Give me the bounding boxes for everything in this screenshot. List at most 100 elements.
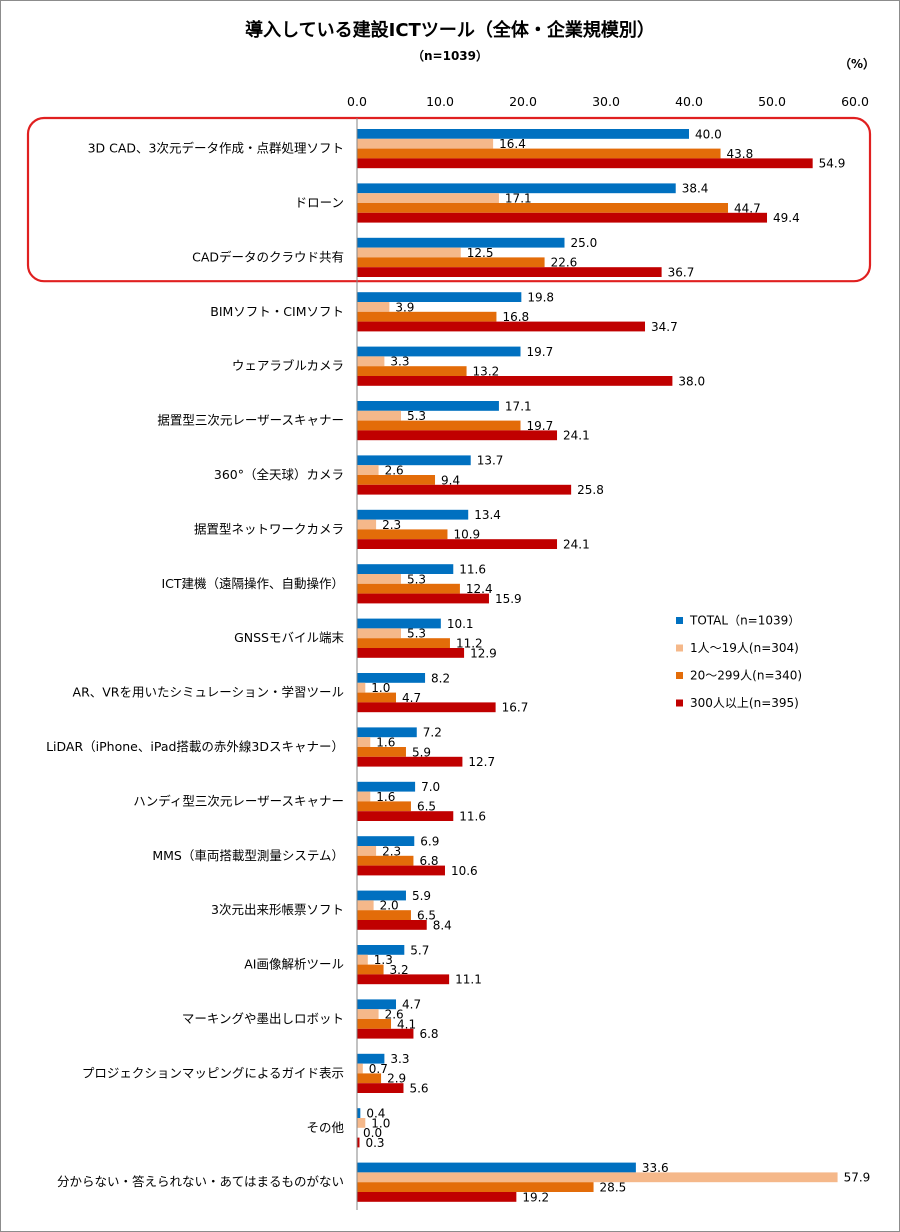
category-label: ICT建機（遠隔操作、自動操作） xyxy=(161,576,344,591)
category-label: 据置型ネットワークカメラ xyxy=(194,521,344,536)
category-label: 分からない・答えられない・あてはまるものがない xyxy=(57,1174,344,1189)
data-label: 16.7 xyxy=(502,701,529,715)
data-label: 25.0 xyxy=(571,236,598,250)
data-label: 57.9 xyxy=(844,1171,871,1185)
bar-2 xyxy=(357,465,379,475)
data-label: 2.9 xyxy=(387,1072,406,1086)
data-label: 5.3 xyxy=(407,627,426,641)
bar-4 xyxy=(357,865,445,876)
bar-3 xyxy=(357,1073,382,1084)
bar-1 xyxy=(357,618,441,629)
data-label: 5.3 xyxy=(407,572,426,586)
data-label: 11.1 xyxy=(455,973,482,987)
bar-1 xyxy=(357,727,417,738)
category-label: 据置型三次元レーザースキャナー xyxy=(157,413,344,428)
bar-1 xyxy=(357,1162,636,1173)
category-label: 3次元出来形帳票ソフト xyxy=(211,902,344,917)
data-label: 1.0 xyxy=(371,1116,390,1130)
bar-2 xyxy=(357,1063,363,1074)
legend-swatch xyxy=(676,672,683,679)
data-label: 13.2 xyxy=(473,365,500,379)
bar-3 xyxy=(357,366,467,376)
legend-label: TOTAL（n=1039） xyxy=(689,614,800,628)
bar-3 xyxy=(357,638,450,648)
data-label: 6.8 xyxy=(419,1027,438,1041)
data-label: 1.3 xyxy=(374,953,393,967)
data-label: 4.7 xyxy=(402,691,421,705)
category-label: BIMソフト・CIMソフト xyxy=(210,304,344,319)
bar-3 xyxy=(357,529,448,540)
bar-1 xyxy=(357,836,415,846)
x-tick-label: 20.0 xyxy=(509,94,537,109)
data-label: 3.3 xyxy=(390,355,409,369)
category-label: マーキングや墨出しロボット xyxy=(182,1011,344,1026)
legend: TOTAL（n=1039） 1人〜19人(n=304) 20〜299人(n=340)… xyxy=(676,614,802,710)
legend-swatch xyxy=(676,699,683,707)
data-label: 12.5 xyxy=(467,246,494,260)
data-label: 12.9 xyxy=(470,646,497,660)
legend-label: 1人〜19人(n=304) xyxy=(690,641,799,655)
highlight-box xyxy=(26,116,872,283)
bar-1 xyxy=(357,564,454,574)
data-label: 12.4 xyxy=(466,582,493,596)
bar-4 xyxy=(357,430,558,441)
x-tick-label: 10.0 xyxy=(426,94,454,109)
x-tick-label: 60.0 xyxy=(841,94,869,109)
x-tick-label: 40.0 xyxy=(675,94,703,109)
bar-2 xyxy=(357,193,499,203)
x-axis-ticks: 0.0 10.0 20.0 30.0 40.0 50.0 60.0 xyxy=(347,94,869,109)
bar-2 xyxy=(357,138,494,149)
x-tick-label: 50.0 xyxy=(758,94,786,109)
bar-2 xyxy=(357,356,385,367)
data-label: 7.0 xyxy=(421,780,440,794)
bar-2 xyxy=(357,574,401,584)
data-label: 1.6 xyxy=(376,736,395,750)
bar-2 xyxy=(357,682,366,693)
bar-4 xyxy=(357,484,572,495)
category-label: GNSSモバイル端末 xyxy=(234,630,344,645)
category-label: ハンディ型三次元レーザースキャナー xyxy=(133,793,344,808)
data-label: 25.8 xyxy=(577,483,604,497)
bar-4 xyxy=(357,158,813,169)
data-label: 38.0 xyxy=(678,374,705,388)
unit-label: （%） xyxy=(839,56,875,71)
data-label: 10.9 xyxy=(453,528,480,542)
bar-4 xyxy=(357,376,673,386)
data-label: 5.7 xyxy=(410,943,429,957)
bar-3 xyxy=(357,801,411,812)
data-label: 17.1 xyxy=(505,192,532,206)
bar-4 xyxy=(357,1192,517,1202)
data-label: 6.8 xyxy=(419,854,438,868)
bar-1 xyxy=(357,1108,361,1118)
legend-label: 300人以上(n=395) xyxy=(690,696,799,710)
bar-4 xyxy=(357,974,450,985)
data-label: 5.9 xyxy=(412,889,431,903)
bar-4 xyxy=(357,1137,360,1148)
data-label: 34.7 xyxy=(651,320,678,334)
bar-1 xyxy=(357,401,499,411)
data-label: 19.2 xyxy=(522,1190,549,1204)
data-label: 11.6 xyxy=(459,810,486,824)
data-label: 2.3 xyxy=(382,518,401,532)
category-label: AR、VRを用いたシミュレーション・学習ツール xyxy=(73,685,344,700)
bar-2 xyxy=(357,737,371,747)
data-label: 6.5 xyxy=(417,909,436,923)
data-label: 43.8 xyxy=(727,147,754,161)
bar-4 xyxy=(357,702,496,713)
data-label: 38.4 xyxy=(682,182,709,196)
bar-3 xyxy=(357,203,729,213)
data-label: 22.6 xyxy=(551,256,578,270)
bar-4 xyxy=(357,648,465,658)
data-label: 2.6 xyxy=(385,1008,404,1022)
bar-3 xyxy=(357,148,721,159)
data-label: 10.1 xyxy=(447,617,474,631)
data-label: 5.6 xyxy=(409,1082,428,1096)
bar-2 xyxy=(357,954,368,965)
bar-3 xyxy=(357,583,460,594)
data-label: 13.4 xyxy=(474,508,501,522)
bar-4 xyxy=(357,1083,404,1093)
category-label: その他 xyxy=(306,1120,344,1135)
bar-4 xyxy=(357,811,454,821)
bar-1 xyxy=(357,890,406,901)
